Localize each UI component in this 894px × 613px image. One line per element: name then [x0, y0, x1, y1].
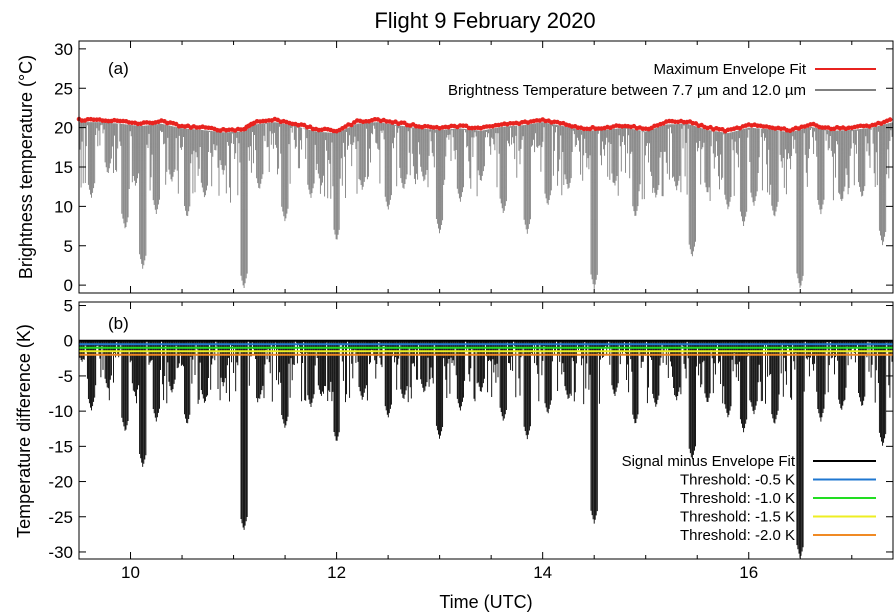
- y-tick-label: -20: [48, 473, 73, 492]
- brightness-temperature-trace: [79, 122, 893, 289]
- legend-entry-label: Threshold: -1.5 K: [680, 509, 795, 526]
- y-tick-label: -10: [48, 402, 73, 421]
- y-tick-label: 5: [64, 237, 73, 256]
- y-tick-label: 10: [54, 197, 73, 216]
- y-tick-label: -5: [58, 367, 73, 386]
- panel-a-label: (a): [108, 59, 129, 78]
- y-tick-label: 15: [54, 158, 73, 177]
- legend-entry-label: Signal minus Envelope Fit: [622, 453, 796, 470]
- x-tick-label: 14: [533, 563, 552, 582]
- panel-b-legend: Signal minus Envelope Fit Threshold: -0.5…: [622, 453, 876, 544]
- panel-a-legend: Maximum Envelope Fit Brightness Temperatu…: [448, 61, 876, 99]
- envelope-fit-point: [888, 117, 893, 122]
- panel-b-xlabel: Time (UTC): [439, 592, 532, 612]
- x-tick-label: 12: [327, 563, 346, 582]
- panel-a-data: [77, 117, 893, 289]
- legend-entry-label: Threshold: -0.5 K: [680, 472, 795, 489]
- y-tick-label: -30: [48, 543, 73, 562]
- panel-a-ylabel: Brightness temperature (°C): [16, 55, 36, 279]
- chart-title: Flight 9 February 2020: [374, 8, 595, 33]
- y-tick-label: -15: [48, 437, 73, 456]
- panel-b: 5 0 -5 -10 -15 -20 -25 -30 10 12 14 16 (b) Temperat…: [14, 297, 893, 612]
- panel-b-label: (b): [108, 314, 129, 333]
- x-tick-label: 16: [739, 563, 758, 582]
- y-tick-label: 0: [64, 332, 73, 351]
- legend-entry-label: Threshold: -1.0 K: [680, 490, 795, 507]
- y-tick-label: -25: [48, 508, 73, 527]
- y-tick-label: 25: [54, 79, 73, 98]
- y-tick-label: 30: [54, 40, 73, 59]
- y-tick-label: 5: [64, 297, 73, 316]
- y-tick-label: 20: [54, 119, 73, 138]
- panel-b-ylabel: Temperature difference (K): [14, 324, 34, 538]
- legend-entry-label: Brightness Temperature between 7.7 µm an…: [448, 82, 806, 99]
- legend-entry-label: Maximum Envelope Fit: [653, 61, 806, 78]
- x-tick-label: 10: [121, 563, 140, 582]
- y-tick-label: 0: [64, 276, 73, 295]
- legend-entry-label: Threshold: -2.0 K: [680, 527, 795, 544]
- panel-a: 0 5 10 15 20 25 30 (a) Brightness temperature …: [16, 40, 893, 295]
